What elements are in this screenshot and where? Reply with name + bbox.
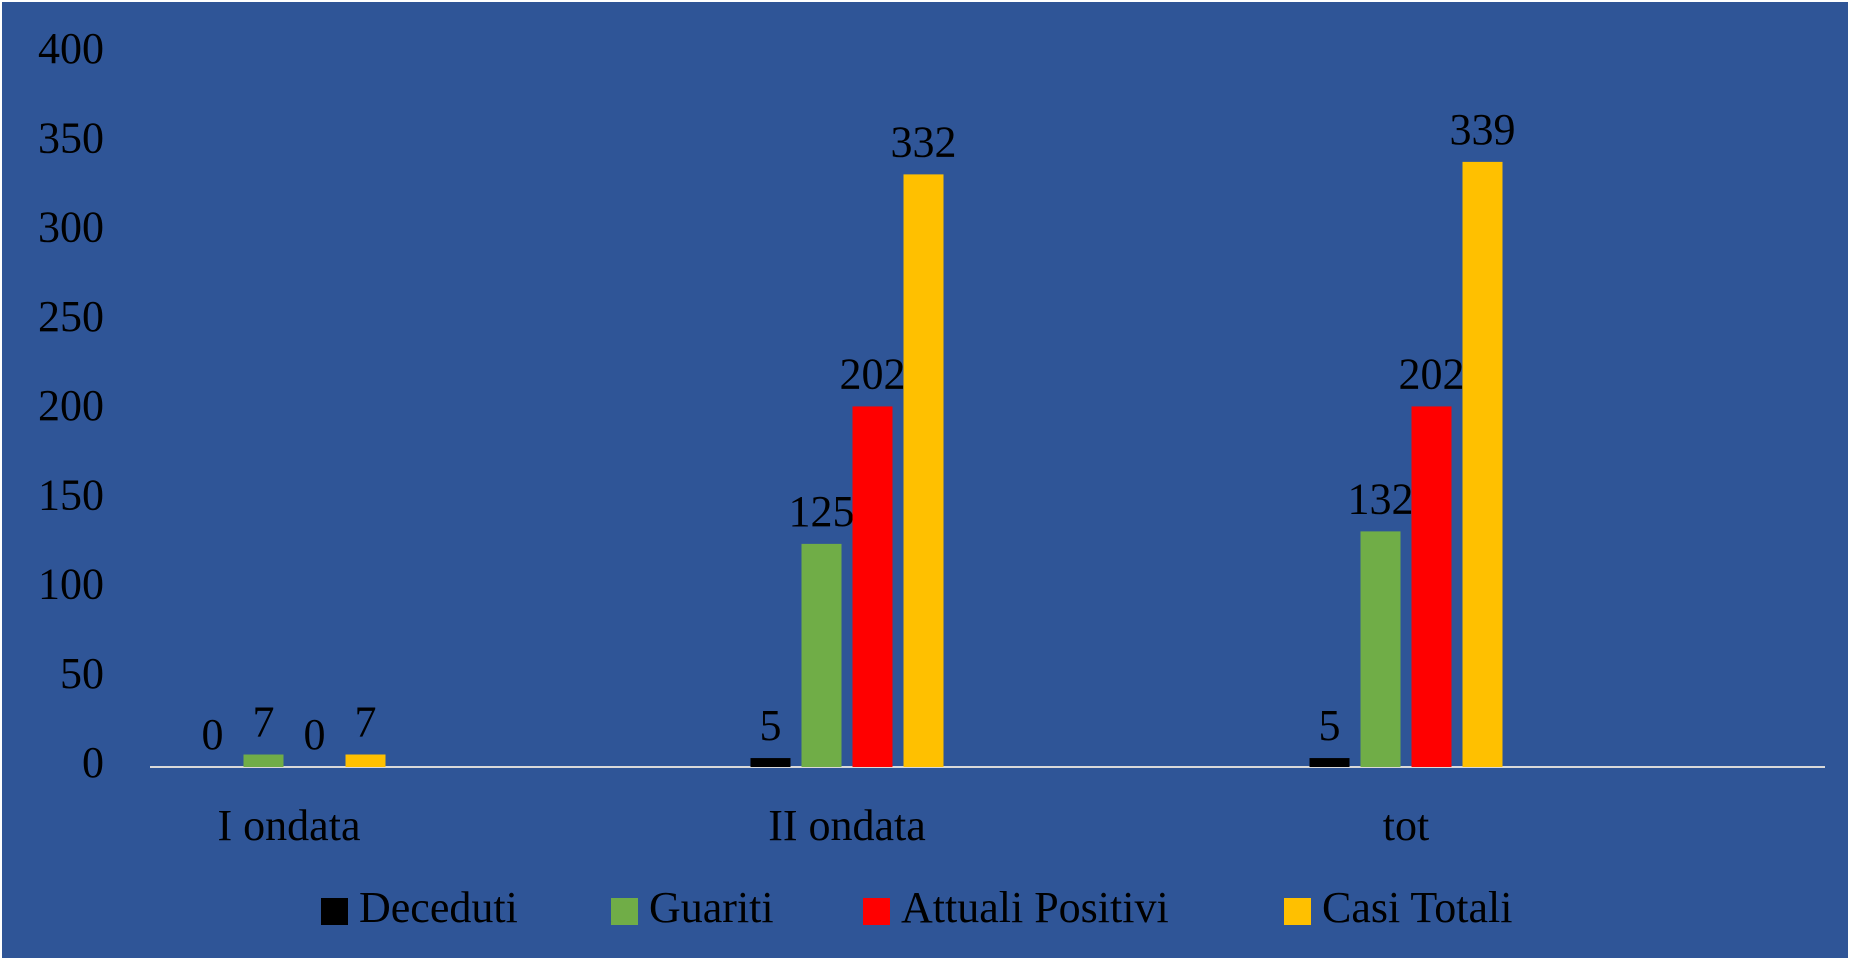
legend-label: Attuali Positivi <box>901 883 1169 932</box>
value-label: 7 <box>355 698 377 747</box>
legend-label: Casi Totali <box>1322 883 1512 932</box>
legend-label: Deceduti <box>359 883 518 932</box>
value-label: 125 <box>789 487 855 536</box>
bar <box>1360 531 1401 767</box>
bar <box>903 174 944 767</box>
y-tick-label: 0 <box>82 738 104 787</box>
legend-swatch <box>321 898 348 925</box>
y-tick-label: 300 <box>38 203 104 252</box>
value-label: 0 <box>304 710 326 759</box>
value-label: 5 <box>1319 701 1341 750</box>
bar <box>1309 758 1350 767</box>
legend-swatch <box>863 898 890 925</box>
bar <box>852 406 893 767</box>
value-label: 132 <box>1348 474 1414 523</box>
bar <box>1411 406 1452 767</box>
bar <box>750 758 791 767</box>
value-label: 0 <box>202 710 224 759</box>
bar <box>1462 161 1503 767</box>
y-tick-label: 250 <box>38 292 104 341</box>
y-tick-label: 50 <box>60 649 104 698</box>
legend-swatch <box>611 898 638 925</box>
y-tick-label: 200 <box>38 381 104 430</box>
y-tick-label: 400 <box>38 24 104 73</box>
bar <box>243 754 284 767</box>
x-tick-label: II ondata <box>768 801 926 850</box>
bar <box>345 754 386 767</box>
legend-swatch <box>1284 898 1311 925</box>
x-tick-label: tot <box>1383 801 1429 850</box>
value-label: 202 <box>840 350 906 399</box>
value-label: 202 <box>1399 350 1465 399</box>
value-label: 332 <box>891 117 957 166</box>
value-label: 339 <box>1450 105 1516 154</box>
legend-label: Guariti <box>649 883 774 932</box>
value-label: 5 <box>760 701 782 750</box>
x-tick-label: I ondata <box>218 801 361 850</box>
y-tick-label: 150 <box>38 470 104 519</box>
y-tick-label: 350 <box>38 113 104 162</box>
bar <box>801 543 842 767</box>
value-label: 7 <box>253 698 275 747</box>
y-tick-label: 100 <box>38 560 104 609</box>
